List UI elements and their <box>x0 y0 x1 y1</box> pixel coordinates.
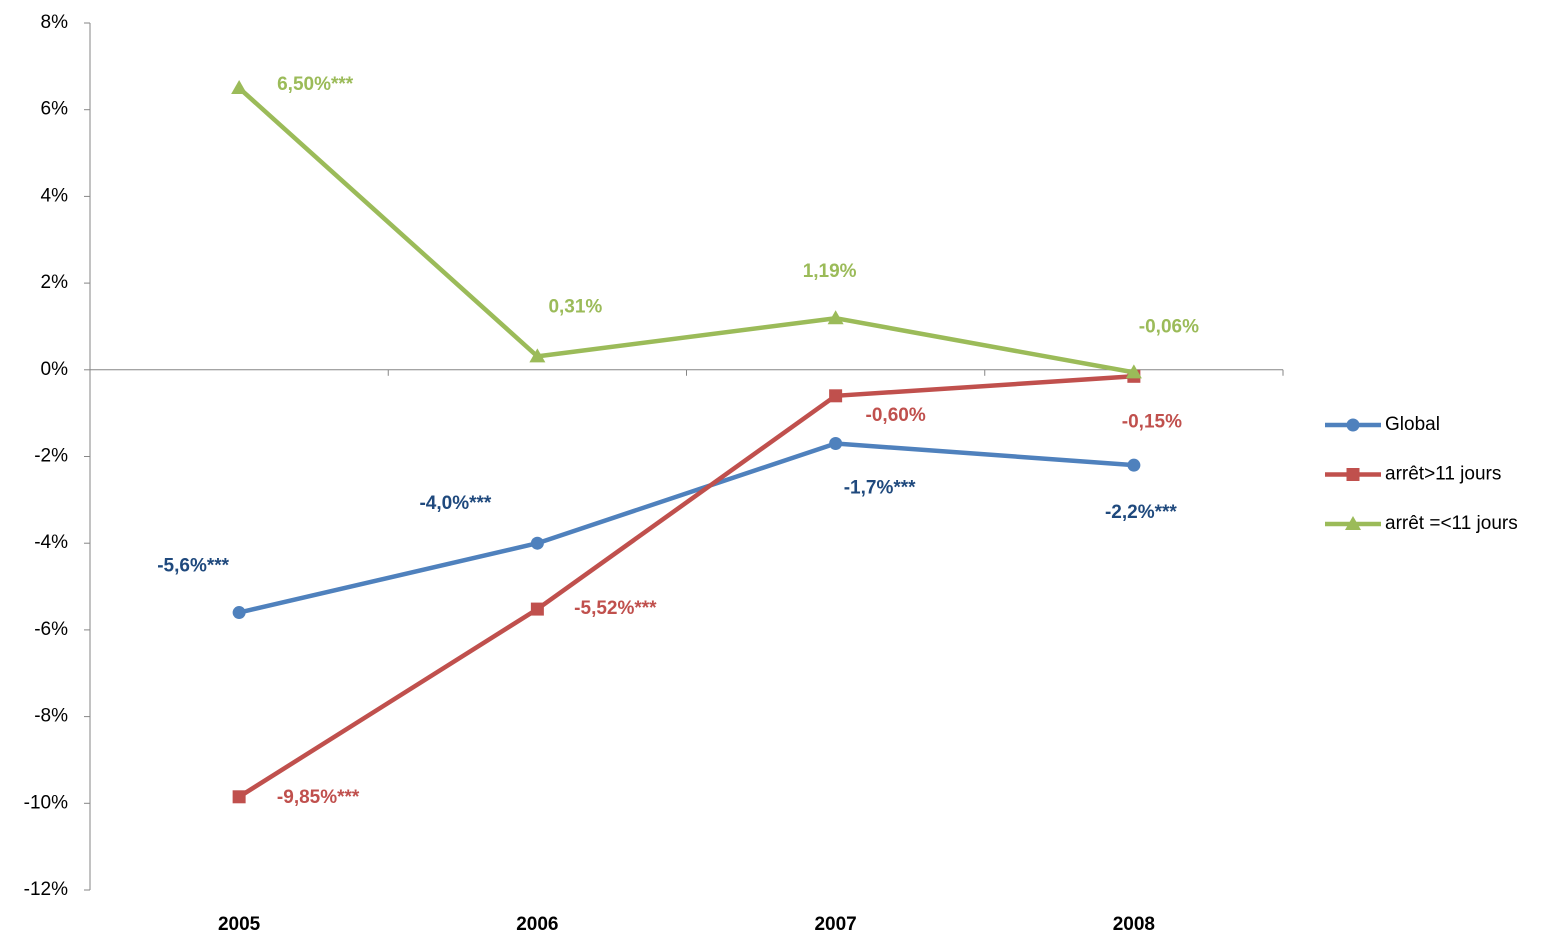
data-label: -0,15% <box>1122 411 1182 432</box>
data-label: -0,06% <box>1139 316 1199 337</box>
marker <box>530 602 544 616</box>
x-tick-label: 2005 <box>218 914 261 935</box>
series-line <box>238 441 1135 615</box>
marker <box>232 606 246 620</box>
y-tick-label: 6% <box>41 99 69 120</box>
legend-label: arrêt =<11 jours <box>1385 513 1518 534</box>
marker <box>1346 468 1360 481</box>
data-label: 0,31% <box>548 296 602 317</box>
marker <box>1346 418 1360 432</box>
marker <box>829 436 843 450</box>
marker <box>827 310 844 325</box>
y-tick-label: -4% <box>34 532 68 553</box>
legend-label: arrêt>11 jours <box>1385 464 1501 485</box>
data-label: -5,52%*** <box>574 598 657 619</box>
x-tick-label: 2007 <box>814 914 856 935</box>
marker <box>529 348 546 363</box>
y-tick-label: 8% <box>41 12 69 33</box>
marker <box>1125 364 1142 379</box>
data-label: 6,50%*** <box>277 74 354 95</box>
x-tick-label: 2008 <box>1113 914 1155 935</box>
marker <box>231 80 248 95</box>
y-tick-label: 4% <box>41 185 69 206</box>
data-label: -1,7%*** <box>844 478 916 499</box>
marker <box>530 536 544 550</box>
y-tick-label: -6% <box>34 619 68 640</box>
y-tick-label: 2% <box>41 272 69 293</box>
y-tick-label: -2% <box>34 446 68 467</box>
y-tick-label: -8% <box>34 706 68 727</box>
series-line <box>237 86 1135 375</box>
y-tick-label: -10% <box>24 792 68 813</box>
data-label: -0,60% <box>866 405 926 426</box>
data-label: -9,85%*** <box>277 787 360 808</box>
data-label: -5,6%*** <box>157 556 229 577</box>
data-label: 1,19% <box>803 261 857 282</box>
marker <box>1127 458 1141 472</box>
marker <box>829 389 843 403</box>
data-label: -2,2%*** <box>1105 502 1177 523</box>
x-tick-label: 2006 <box>516 914 558 935</box>
marker <box>232 790 246 804</box>
data-label: -4,0%*** <box>419 493 491 514</box>
legend-label: Global <box>1385 414 1440 435</box>
y-tick-label: -12% <box>24 879 68 900</box>
series-line <box>237 374 1135 799</box>
marker <box>1345 516 1361 530</box>
y-tick-label: 0% <box>41 359 69 380</box>
